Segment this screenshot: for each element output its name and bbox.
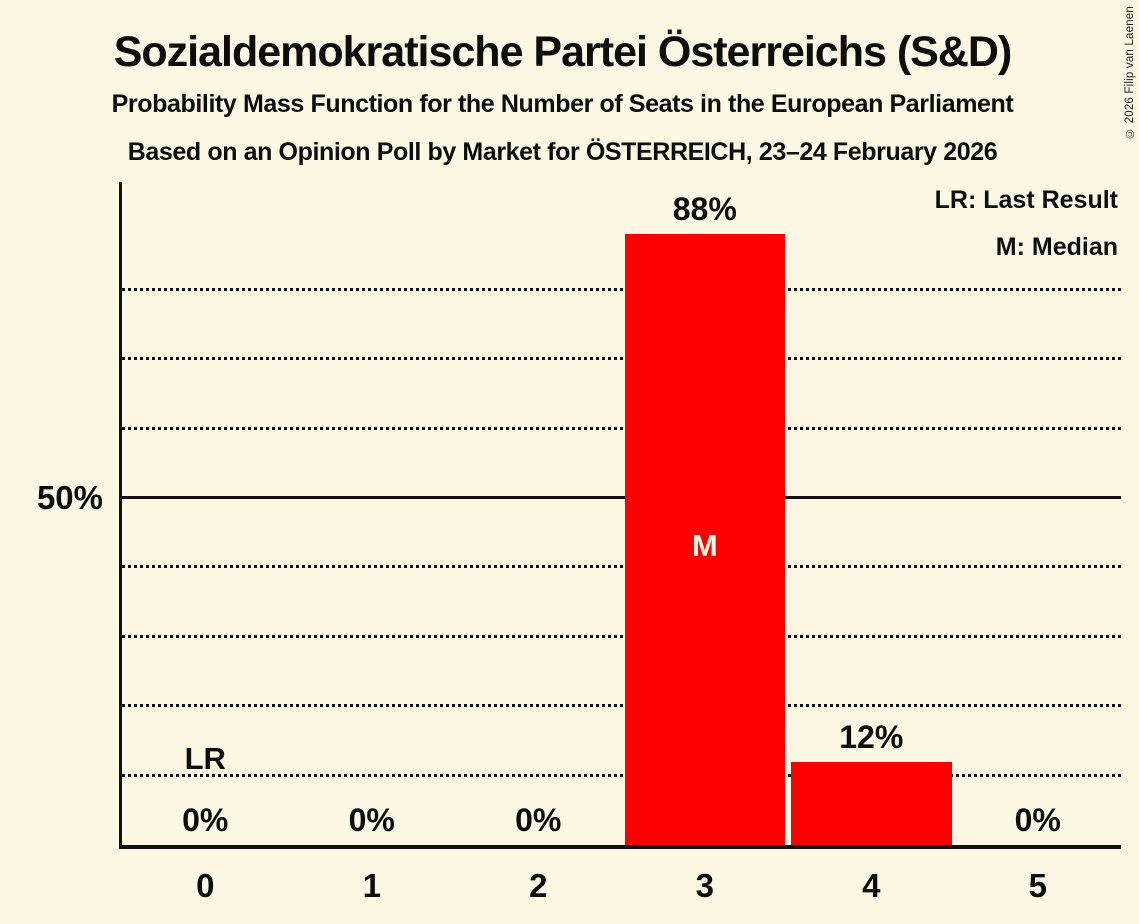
x-axis-tick: 3 [695, 867, 714, 904]
x-axis-tick: 2 [529, 867, 548, 904]
plot-area: LR 0% 0% 0% M 88% 12% 0% [119, 182, 1121, 849]
y-axis-tick-50: 50% [36, 479, 103, 516]
x-axis-tick: 1 [362, 867, 381, 904]
legend-last-result: LR: Last Result [934, 186, 1118, 214]
gridline-dotted-40 [122, 565, 1121, 569]
bar [791, 761, 952, 845]
bar-slot-5: 0% [955, 182, 1122, 845]
poll-source-subtitle: Based on an Opinion Poll by Market for Ö… [127, 138, 998, 166]
gridline-dotted-10 [122, 773, 1121, 777]
page-title: Sozialdemokratische Partei Österreichs (… [113, 28, 1013, 76]
gridline-solid-50 [122, 496, 1121, 499]
bar-slot-4: 12% [788, 182, 955, 845]
bar-value-label: 0% [1014, 802, 1061, 838]
x-axis-tick: 0 [196, 867, 215, 904]
chart-subtitle: Probability Mass Function for the Number… [111, 90, 1014, 118]
gridline-dotted-70 [122, 357, 1121, 361]
bar-slot-1: 0% [289, 182, 456, 845]
bar-slot-2: 0% [455, 182, 622, 845]
bar-value-label: 0% [348, 802, 395, 838]
bar-slot-0: LR 0% [122, 182, 289, 845]
gridline-dotted-20 [122, 704, 1121, 708]
legend: LR: Last Result M: Median [935, 185, 1118, 279]
last-result-marker: LR [184, 741, 226, 776]
bar-value-label: 0% [515, 802, 562, 838]
bar-value-label: 0% [182, 802, 229, 838]
x-axis-tick: 4 [862, 867, 881, 904]
bar-slot-3: M 88% [622, 182, 789, 845]
bar [624, 234, 785, 845]
bar-value-label: 88% [672, 191, 737, 228]
median-marker: M [691, 528, 718, 563]
gridline-dotted-60 [122, 426, 1121, 430]
x-axis-tick: 5 [1028, 867, 1047, 904]
x-axis: 0 1 2 3 4 5 [122, 866, 1121, 911]
copyright-notice: © 2026 Filip van Laenen [1124, 6, 1136, 139]
gridline-dotted-80 [122, 287, 1121, 291]
bar-value-label: 12% [839, 718, 904, 755]
gridline-dotted-30 [122, 634, 1121, 638]
legend-median: M: Median [995, 233, 1118, 261]
